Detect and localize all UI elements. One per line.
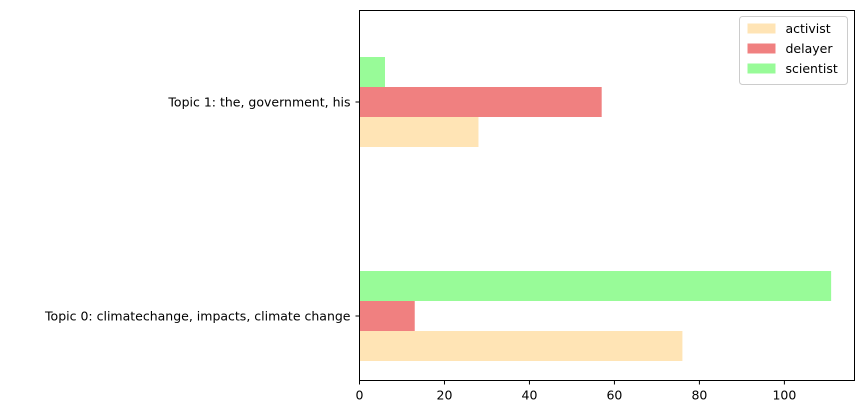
bars-group bbox=[359, 57, 832, 361]
legend-label-activist: activist bbox=[786, 21, 831, 36]
bar-scientist-topic-0 bbox=[359, 271, 832, 301]
x-tick-label: 0 bbox=[356, 388, 364, 403]
x-tick-label: 60 bbox=[606, 388, 622, 403]
legend: activist delayer scientist bbox=[739, 16, 848, 85]
bar-activist-topic-1 bbox=[359, 117, 479, 147]
bar-activist-topic-0 bbox=[359, 331, 683, 361]
bar-delayer-topic-0 bbox=[359, 301, 415, 331]
x-tick-label: 100 bbox=[772, 388, 796, 403]
legend-swatch-delayer bbox=[747, 43, 776, 54]
bar-delayer-topic-1 bbox=[359, 87, 602, 117]
legend-swatch-activist bbox=[747, 23, 776, 34]
x-tick-label: 20 bbox=[437, 388, 453, 403]
plot-frame bbox=[359, 10, 855, 381]
legend-label-delayer: delayer bbox=[786, 41, 834, 56]
x-axis: 0 20 40 60 80 100 bbox=[356, 380, 796, 403]
y-category-label: Topic 1: the, government, his bbox=[167, 95, 350, 110]
y-category-label: Topic 0: climatechange, impacts, climate… bbox=[44, 309, 351, 324]
legend-label-scientist: scientist bbox=[786, 61, 838, 76]
legend-swatch-scientist bbox=[747, 63, 776, 74]
bar-scientist-topic-1 bbox=[359, 57, 385, 87]
x-tick-label: 40 bbox=[522, 388, 538, 403]
y-axis: Topic 0: climatechange, impacts, climate… bbox=[44, 95, 360, 324]
x-tick-label: 80 bbox=[691, 388, 707, 403]
